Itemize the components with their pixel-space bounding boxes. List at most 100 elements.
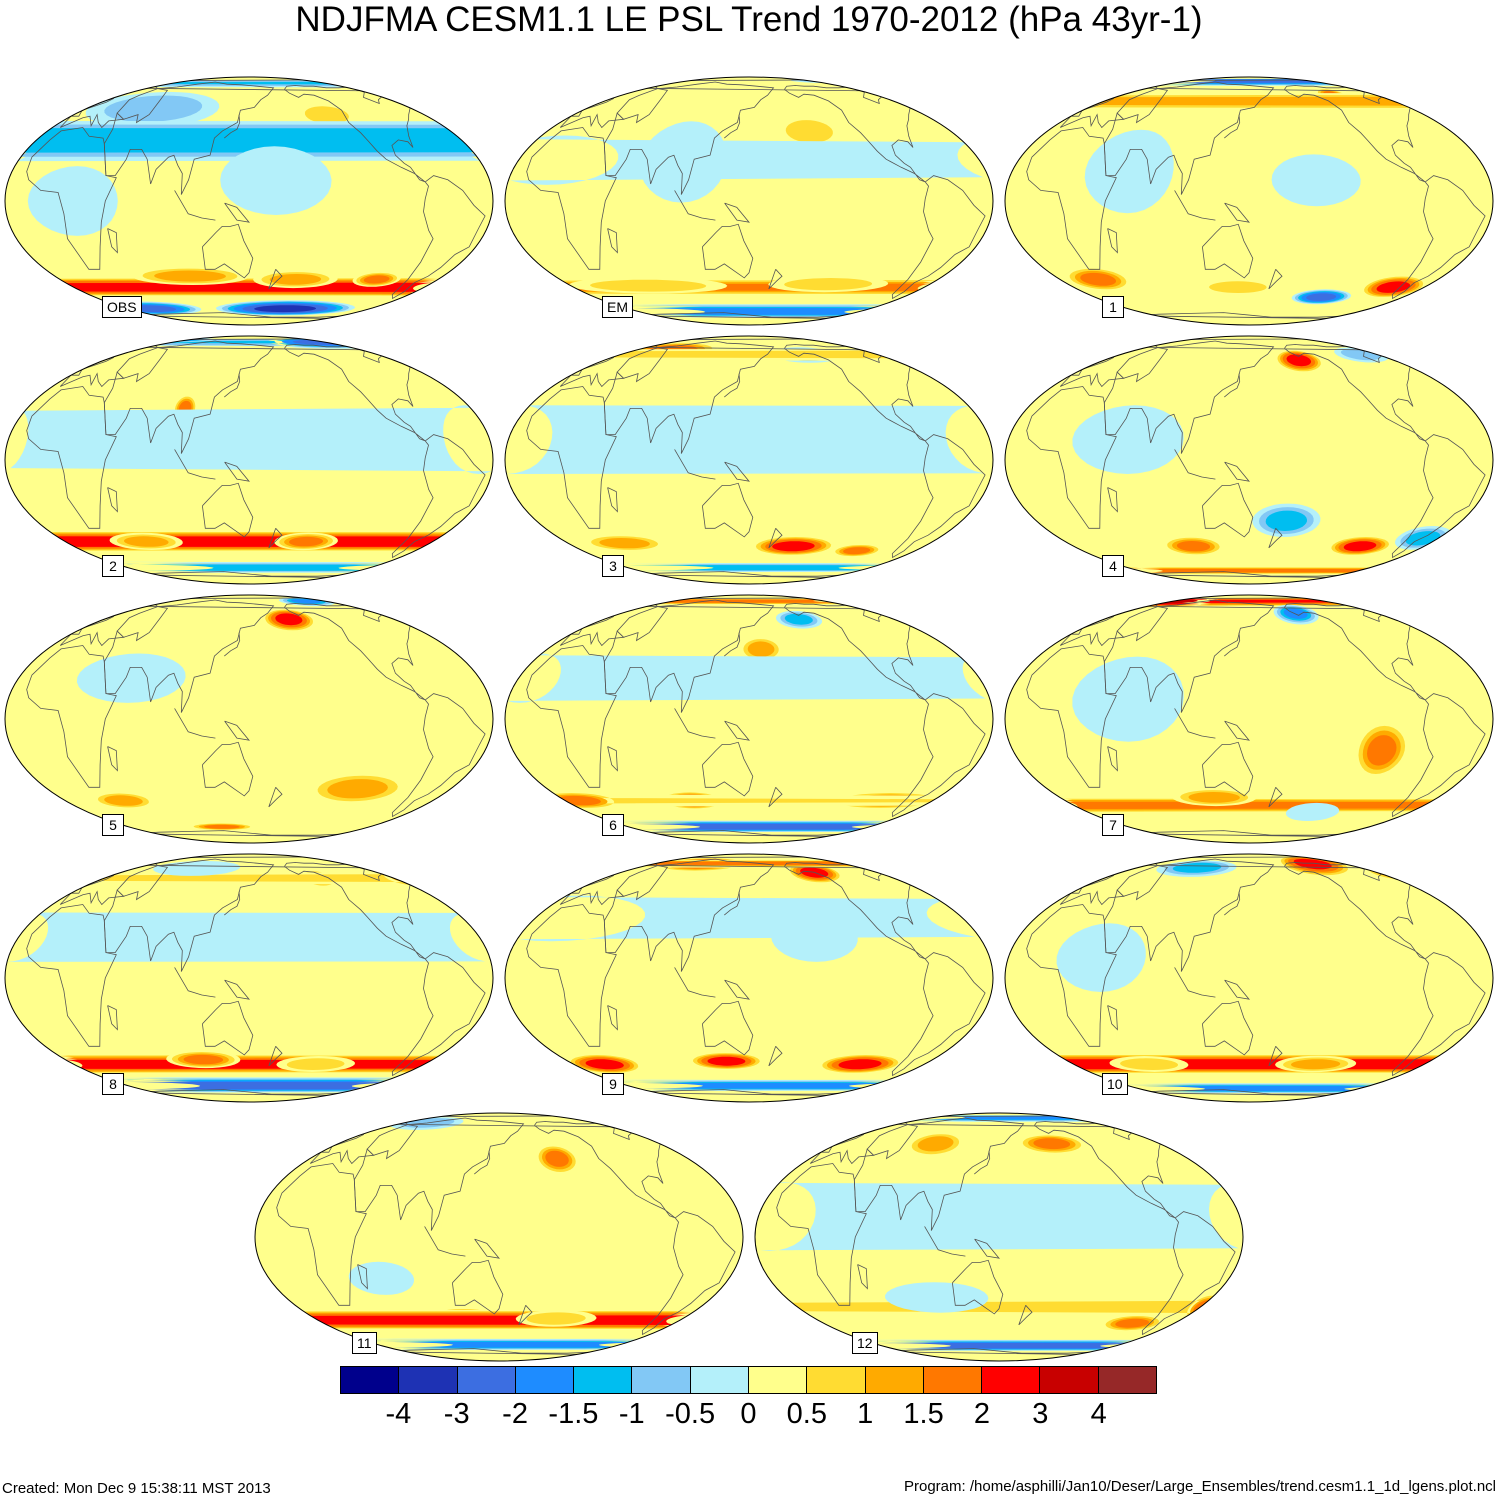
coastline — [974, 1238, 1000, 1259]
coastline — [952, 1259, 1004, 1315]
coastline — [26, 386, 117, 529]
coastline — [1224, 373, 1241, 398]
coastline — [391, 175, 486, 300]
coastline — [702, 741, 754, 797]
map-svg — [504, 76, 994, 326]
trend-contour — [784, 613, 813, 625]
map-border — [4, 76, 494, 326]
map-svg — [1004, 853, 1494, 1103]
trend-contour — [772, 541, 815, 552]
trend-contour — [1046, 800, 1452, 810]
trend-contour — [363, 275, 390, 284]
colorbar-swatch — [807, 1367, 866, 1393]
trend-contour — [289, 536, 323, 547]
trend-contour — [1033, 1138, 1071, 1150]
coastline — [1174, 190, 1216, 221]
coastline — [202, 1000, 254, 1056]
coastline — [1107, 228, 1118, 254]
coastline — [202, 223, 254, 279]
coastline — [1059, 344, 1159, 388]
map-border — [4, 853, 494, 1103]
trend-contour — [585, 1059, 624, 1070]
coastline — [59, 603, 159, 647]
map-svg — [1004, 594, 1494, 844]
trend-contour — [1072, 405, 1184, 474]
coastline — [391, 693, 486, 818]
panel-label: 4 — [1102, 555, 1124, 577]
trend-contour — [275, 613, 303, 626]
coastline — [974, 1150, 991, 1175]
colorbar-swatch — [690, 1367, 749, 1393]
coastline — [268, 1046, 283, 1067]
trend-contour — [785, 120, 833, 143]
coastline — [174, 449, 216, 480]
coastline — [1103, 858, 1275, 972]
trend-contour — [204, 824, 240, 829]
trend-contour — [602, 861, 896, 866]
trend-contour — [541, 793, 955, 808]
coastline — [353, 1117, 525, 1231]
coastline — [768, 528, 783, 549]
coastline — [1224, 114, 1241, 139]
coastline — [1391, 693, 1486, 818]
coastline — [559, 862, 659, 906]
coastline — [768, 1046, 783, 1067]
coastline — [1224, 461, 1250, 482]
coastline — [202, 482, 254, 538]
trend-contour — [617, 599, 878, 603]
trend-contour — [339, 1341, 661, 1348]
coastline — [559, 344, 659, 388]
coastline — [1103, 340, 1275, 454]
trend-contour — [771, 912, 858, 962]
coastline — [724, 979, 750, 1000]
map-panel-2: 2 — [4, 335, 494, 585]
coastline — [1141, 1211, 1236, 1336]
coastline — [452, 1259, 504, 1315]
trend-contour — [747, 641, 775, 657]
map-panel-3: 3 — [504, 335, 994, 585]
colorbar-swatch — [399, 1367, 458, 1393]
trend-contour — [1115, 1318, 1150, 1328]
trend-contour — [599, 538, 650, 549]
trend-contour — [1080, 272, 1116, 286]
trend-contour — [254, 305, 316, 313]
coastline — [1107, 487, 1118, 513]
trend-contour — [1172, 862, 1222, 873]
coastline — [1174, 967, 1216, 998]
coastline — [107, 746, 118, 772]
trend-contour — [1084, 129, 1174, 214]
coastline — [607, 228, 618, 254]
coastline — [1174, 449, 1216, 480]
coastline — [1059, 85, 1159, 129]
map-border — [254, 1112, 744, 1362]
trend-contour — [46, 282, 453, 293]
coastline — [224, 720, 250, 741]
map-border — [754, 1112, 1244, 1362]
trend-contour — [269, 274, 322, 285]
map-border — [1004, 594, 1494, 844]
coastline — [268, 787, 283, 808]
map-svg — [504, 594, 994, 844]
coastline — [224, 373, 241, 398]
coastline — [724, 202, 750, 223]
coastline — [526, 904, 617, 1047]
panel-label: 3 — [602, 555, 624, 577]
coastline — [1026, 645, 1117, 788]
trend-contour — [1209, 281, 1267, 293]
coastline — [59, 85, 159, 129]
coastline — [1391, 175, 1486, 300]
coastline — [107, 1005, 118, 1031]
trend-contour — [838, 1059, 882, 1070]
trend-contour — [291, 599, 321, 604]
coastline — [724, 461, 750, 482]
trend-contour — [1376, 281, 1411, 293]
trend-contour — [1306, 293, 1337, 301]
coastline — [357, 1264, 368, 1290]
trend-contour — [76, 653, 186, 703]
map-panel-11: 11 — [254, 1112, 744, 1362]
coastline — [518, 1305, 533, 1326]
coastline — [607, 487, 618, 513]
panel-label: 6 — [602, 814, 624, 836]
colorbar-swatch — [632, 1367, 691, 1393]
coastline — [724, 891, 741, 916]
